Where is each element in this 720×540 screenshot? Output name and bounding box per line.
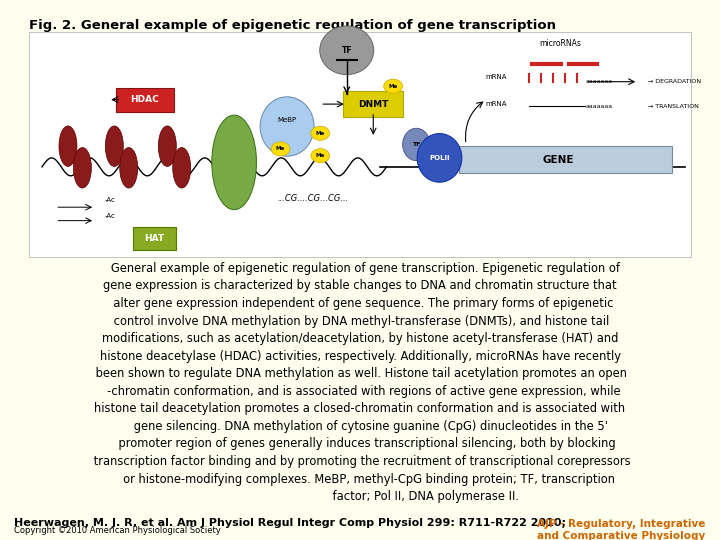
Ellipse shape xyxy=(105,126,123,166)
Ellipse shape xyxy=(73,147,91,188)
Text: Heerwagen, M. J. R. et al. Am J Physiol Regul Integr Comp Physiol 299: R711-R722: Heerwagen, M. J. R. et al. Am J Physiol … xyxy=(14,518,567,529)
Text: TF: TF xyxy=(341,46,352,55)
Text: -Ac: -Ac xyxy=(105,198,116,204)
Text: mRNA: mRNA xyxy=(486,75,508,80)
Text: Me: Me xyxy=(315,131,325,136)
Text: alter gene expression independent of gene sequence. The primary forms of epigene: alter gene expression independent of gen… xyxy=(107,297,613,310)
Ellipse shape xyxy=(320,26,374,75)
FancyBboxPatch shape xyxy=(459,146,672,173)
Text: Copyright ©2010 American Physiological Society: Copyright ©2010 American Physiological S… xyxy=(14,525,221,535)
Text: GENE: GENE xyxy=(543,155,575,165)
Circle shape xyxy=(311,148,330,163)
Text: HDAC: HDAC xyxy=(130,95,159,104)
Text: ...CG....CG...CG...: ...CG....CG...CG... xyxy=(278,194,349,202)
Text: histone tail deacetylation promotes a closed-chromatin conformation and is assoc: histone tail deacetylation promotes a cl… xyxy=(94,402,626,415)
Text: microRNAs: microRNAs xyxy=(539,39,581,48)
Circle shape xyxy=(271,142,290,156)
Text: mRNA: mRNA xyxy=(486,102,508,107)
Ellipse shape xyxy=(120,147,138,188)
Text: gene expression is characterized by stable changes to DNA and chromatin structur: gene expression is characterized by stab… xyxy=(103,280,617,293)
Text: modifications, such as acetylation/deacetylation, by histone acetyl-transferase : modifications, such as acetylation/deace… xyxy=(102,332,618,345)
Bar xyxy=(29,32,691,256)
Text: Me: Me xyxy=(315,153,325,158)
Text: been shown to regulate DNA methylation as well. Histone tail acetylation promote: been shown to regulate DNA methylation a… xyxy=(92,367,628,380)
Text: MeBP: MeBP xyxy=(278,117,297,123)
Ellipse shape xyxy=(158,126,176,166)
Text: aaaaaaa: aaaaaaa xyxy=(585,79,612,84)
Text: promoter region of genes generally induces transcriptional silencing, both by bl: promoter region of genes generally induc… xyxy=(104,437,616,450)
FancyBboxPatch shape xyxy=(133,227,176,251)
Text: TF: TF xyxy=(412,142,420,147)
Ellipse shape xyxy=(402,128,430,160)
Text: AJP - Regulatory, Integrative
and Comparative Physiology: AJP - Regulatory, Integrative and Compar… xyxy=(537,519,706,540)
Text: Me: Me xyxy=(389,84,397,89)
Text: transcription factor binding and by promoting the recruitment of transcriptional: transcription factor binding and by prom… xyxy=(90,455,630,468)
Circle shape xyxy=(311,126,330,140)
FancyBboxPatch shape xyxy=(116,87,174,111)
Text: control involve DNA methylation by DNA methyl-transferase (DNMTs), and histone t: control involve DNA methylation by DNA m… xyxy=(110,314,610,328)
Text: -Ac: -Ac xyxy=(105,213,116,219)
Text: -chromatin conformation, and is associated with regions of active gene expressio: -chromatin conformation, and is associat… xyxy=(99,384,621,398)
FancyBboxPatch shape xyxy=(343,91,403,117)
Text: aaaaaaa: aaaaaaa xyxy=(585,104,612,109)
Text: Fig. 2. General example of epigenetic regulation of gene transcription: Fig. 2. General example of epigenetic re… xyxy=(29,19,556,32)
Text: histone deacetylase (HDAC) activities, respectively. Additionally, microRNAs hav: histone deacetylase (HDAC) activities, r… xyxy=(99,350,621,363)
Circle shape xyxy=(384,79,402,93)
Ellipse shape xyxy=(212,115,256,210)
Text: General example of epigenetic regulation of gene transcription. Epigenetic regul: General example of epigenetic regulation… xyxy=(100,262,620,275)
Text: factor; Pol II, DNA polymerase II.: factor; Pol II, DNA polymerase II. xyxy=(202,490,518,503)
Text: → DEGRADATION: → DEGRADATION xyxy=(648,79,701,84)
Text: HAT: HAT xyxy=(145,234,165,243)
Ellipse shape xyxy=(59,126,77,166)
Text: Me: Me xyxy=(276,146,285,151)
Text: → TRANSLATION: → TRANSLATION xyxy=(648,104,699,109)
Ellipse shape xyxy=(260,97,314,156)
Ellipse shape xyxy=(417,133,462,182)
Text: gene silencing. DNA methylation of cytosine guanine (CpG) dinucleotides in the 5: gene silencing. DNA methylation of cytos… xyxy=(112,420,608,433)
Ellipse shape xyxy=(173,147,191,188)
Text: DNMT: DNMT xyxy=(358,99,388,109)
Text: or histone-modifying complexes. MeBP, methyl-CpG binding protein; TF, transcript: or histone-modifying complexes. MeBP, me… xyxy=(105,472,615,485)
Text: POLII: POLII xyxy=(429,155,450,161)
